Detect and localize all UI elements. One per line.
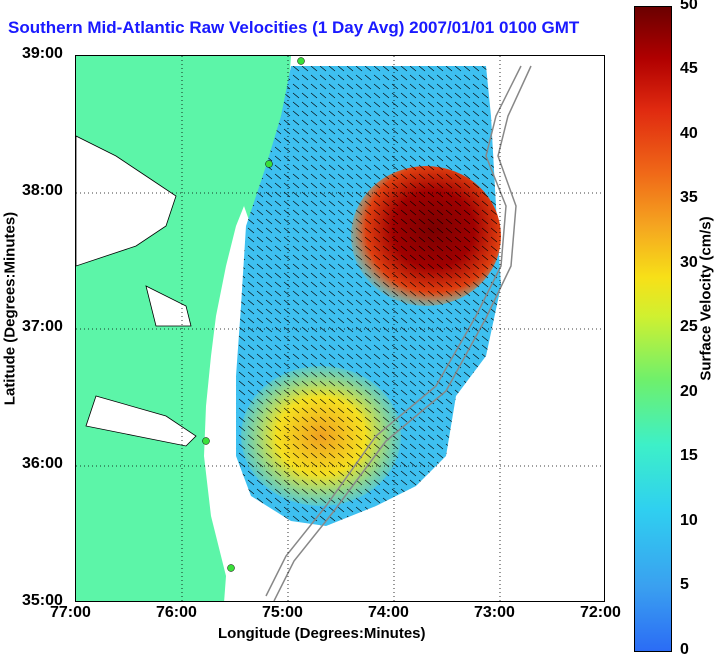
x-tick: 72:00 [580,604,621,621]
x-tick: 76:00 [156,604,197,621]
y-tick: 35:00 [22,592,63,609]
x-tick: 73:00 [474,604,515,621]
colorbar-tick: 15 [680,447,698,464]
colorbar-tick: 20 [680,383,698,400]
chesapeake-bay [76,135,192,327]
colorbar-tick: 0 [680,641,689,658]
colorbar-tick: 50 [680,0,698,13]
grid [76,56,604,601]
y-axis-label: Latitude (Degrees:Minutes) [1,211,19,406]
map-canvas [76,56,604,601]
colorbar-tick: 35 [680,189,698,206]
radar-stations [202,57,305,572]
colorbar-tick: 5 [680,576,689,593]
map-title: Southern Mid-Atlantic Raw Velocities (1 … [8,18,580,37]
colorbar-tick: 30 [680,254,698,271]
x-tick: 75:00 [262,604,303,621]
y-tick: 36:00 [22,455,63,472]
bathymetry-contour [265,65,522,597]
x-axis-label: Longitude (Degrees:Minutes) [218,625,426,642]
colorbar-tick: 45 [680,60,698,77]
y-tick: 38:00 [22,182,63,199]
x-tick: 77:00 [50,604,91,621]
map-area [75,55,605,602]
colorbar-tick: 25 [680,318,698,335]
land-delmarva [244,56,291,226]
colorbar [634,6,672,652]
x-tick: 74:00 [368,604,409,621]
colorbar-tick: 40 [680,125,698,142]
y-tick: 39:00 [22,45,63,62]
y-tick: 37:00 [22,318,63,335]
colorbar-tick: 10 [680,512,698,529]
colorbar-label: Surface Velocity (cm/s) [697,216,715,381]
